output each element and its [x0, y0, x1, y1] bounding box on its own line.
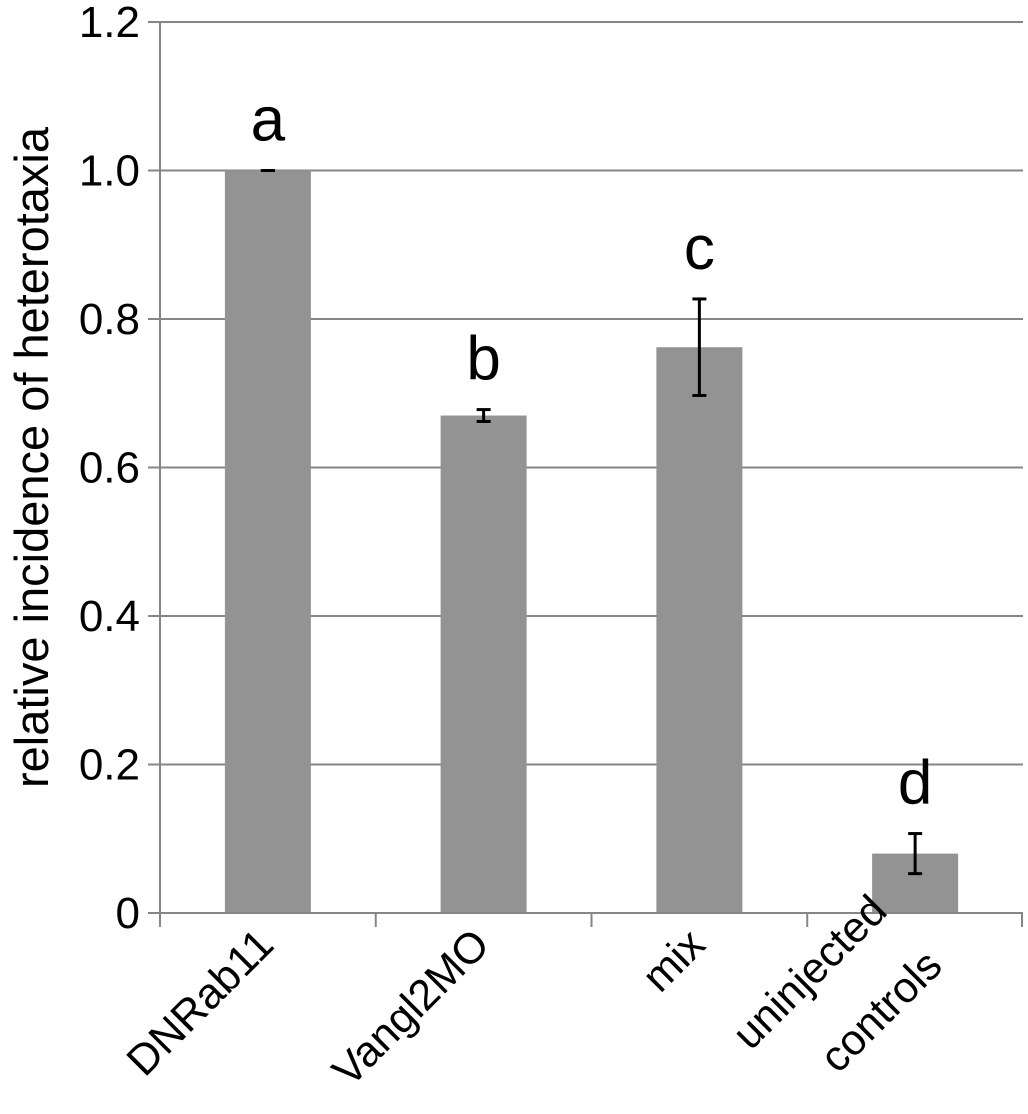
- significance-letters: a b c d: [251, 86, 933, 818]
- x-tick-labels: DNRab11 Vangl2MO mix uninjectedcontrols: [118, 886, 952, 1114]
- x-tick-label-line: Vangl2MO: [323, 920, 498, 1095]
- y-tick-label: 1.0: [79, 147, 140, 196]
- x-tick-label: uninjectedcontrols: [724, 886, 952, 1114]
- bar: [440, 415, 527, 913]
- y-tick-label: 0.2: [79, 741, 140, 790]
- significance-letter: c: [684, 214, 715, 283]
- y-axis-label: relative incidence of heterotaxia: [5, 126, 58, 788]
- significance-letter: a: [251, 86, 286, 155]
- x-tick-label: Vangl2MO: [323, 920, 498, 1095]
- x-tick-label-line: mix: [633, 920, 715, 1002]
- x-tick-label-line: DNRab11: [118, 920, 283, 1085]
- significance-letter: b: [466, 325, 500, 394]
- y-tick-labels: 0 0.2 0.4 0.6 0.8 1.0 1.2: [79, 0, 140, 938]
- bar: [656, 347, 743, 914]
- significance-letter: d: [898, 749, 932, 818]
- x-tick-label: DNRab11: [118, 920, 283, 1085]
- x-tick-label: mix: [633, 920, 715, 1002]
- y-tick-label: 0.6: [79, 444, 140, 493]
- y-tick-label: 0.4: [79, 592, 140, 641]
- axes: [148, 21, 1023, 927]
- bars: [224, 170, 959, 914]
- y-tick-label: 0: [116, 889, 140, 938]
- bar: [224, 170, 311, 913]
- error-bars: [260, 169, 923, 876]
- y-tick-label: 0.8: [79, 295, 140, 344]
- y-tick-label: 1.2: [79, 0, 140, 47]
